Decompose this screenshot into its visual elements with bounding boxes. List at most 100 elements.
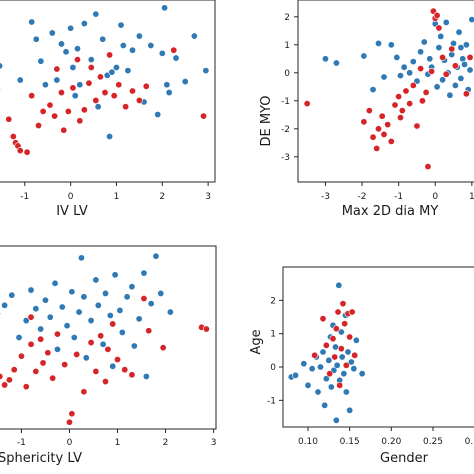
scatter-point [1,301,9,309]
scatter-point [106,51,114,59]
scatter-point [396,114,404,122]
x-tick-label: 3 [211,438,217,448]
scatter-point [112,63,120,71]
scatter-point [116,306,124,314]
scatter-point [300,360,308,368]
scatter-point [342,361,350,369]
scatter-point [190,32,198,40]
scatter-point [455,28,463,36]
y-tick-label: 0 [270,363,276,373]
scatter-point [135,315,143,323]
scatter-point [396,72,404,80]
scatter-point [413,122,421,130]
scatter-point [163,81,171,89]
scatter-point [319,315,327,323]
x-tick-label: 1 [114,192,120,202]
scatter-point [332,59,340,67]
scatter-point [65,418,73,426]
scatter-point [142,82,150,90]
scatter-point [451,81,459,89]
scatter-point [433,83,441,91]
scatter-point [360,118,368,126]
scatter-point [442,70,450,78]
scatter-point [135,32,143,40]
scatter-point [51,279,59,287]
scatter-point [80,20,88,28]
scatter-point [58,303,66,311]
points-layer [287,281,366,424]
x-tick-label: 0 [67,438,73,448]
scatter-point [111,271,119,279]
axes-frame [282,266,474,428]
scatter-point [80,293,88,301]
scatter-point [37,325,45,333]
x-tick-label: 1 [115,438,121,448]
scatter-point [87,317,95,325]
scatter-point [27,286,35,294]
scatter-point [121,366,129,374]
y-tick-label: -2 [281,125,290,135]
scatter-point [332,416,340,424]
scatter-point [446,91,454,99]
scatter-point [373,144,381,152]
scatter-point [108,68,116,76]
points-layer [303,7,474,171]
scatter-point [351,351,359,359]
scatter-point [158,49,166,57]
scatter-point [119,41,127,49]
x-tick-label: 0.25 [423,437,443,447]
scatter-point [311,351,319,359]
scatter-point [39,107,47,115]
scatter-point [400,63,408,71]
scatter-point [398,107,406,115]
scatter-point [128,371,136,379]
scatter-point [352,336,360,344]
scatter-point [129,46,137,54]
scatter-point [316,363,324,371]
scatter-point [172,54,180,62]
scatter-point [322,341,330,349]
scatter-point [124,67,132,75]
x-tick-label: -2 [358,192,367,202]
scatter-point [1,381,9,389]
scatter-point [69,84,77,92]
scatter-point [437,32,445,40]
scatter-point [16,76,24,84]
y-tick-label: 0 [284,69,290,79]
scatter-point [200,112,208,120]
scatter-point [16,147,24,155]
y-tick-label: -3 [281,153,290,163]
scatter-point [106,133,114,141]
y-tick-label: -1 [267,396,276,406]
scatter-point [87,63,95,71]
scatter-point [27,340,35,348]
y-tick-label: -1 [281,97,290,107]
scatter-point [61,361,69,369]
scatter-point [157,289,165,297]
scatter-point [123,293,131,301]
scatter-point [92,276,100,284]
scatter-point [147,41,155,49]
scatter-point [92,367,100,375]
scatter-point [99,35,107,43]
scatter-point [77,254,85,262]
scatter-point [118,328,126,336]
scatter-point [322,375,330,383]
y-tick-label: 2 [284,13,290,23]
scatter-point [384,121,392,129]
scatter-point [202,67,210,75]
scatter-point [314,388,322,396]
scatter-point [76,117,84,125]
scatter-point [74,56,82,64]
scatter-point [135,96,143,104]
scatter-point [365,107,373,115]
scatter-point [92,96,100,104]
x-tick-label: 2 [163,438,169,448]
scatter-point [73,350,81,358]
scatter-point [9,133,17,141]
scatter-point [140,295,148,303]
scatter-point [417,65,425,73]
scatter-point [303,100,311,108]
scatter-point [39,359,47,367]
